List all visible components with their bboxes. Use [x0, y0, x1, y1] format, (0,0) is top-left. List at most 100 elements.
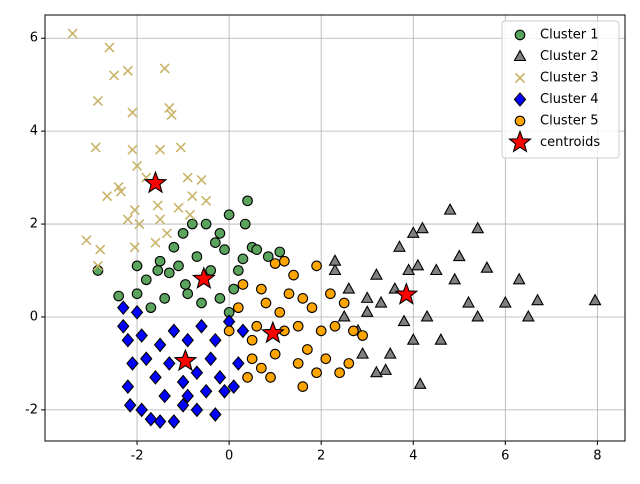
point [205, 265, 217, 276]
point [140, 351, 153, 367]
x-tick-label: 4 [409, 449, 417, 464]
point [131, 160, 143, 172]
point [155, 214, 166, 225]
point [328, 254, 342, 266]
plot-frame [44, 14, 626, 442]
point [315, 325, 327, 337]
legend-label: Cluster 5 [540, 114, 599, 129]
point [237, 279, 249, 290]
point [338, 297, 350, 309]
legend-box [501, 20, 620, 159]
point [122, 65, 133, 76]
point [214, 293, 226, 304]
point [297, 381, 309, 392]
point [297, 293, 309, 304]
point [167, 414, 181, 429]
point [274, 246, 286, 258]
point [144, 411, 158, 427]
point [161, 228, 173, 239]
point [311, 367, 322, 379]
legend-marker [514, 72, 526, 84]
point [269, 258, 281, 269]
point [135, 328, 148, 343]
point [471, 221, 485, 234]
x-tick-label: 0 [225, 449, 233, 464]
point [196, 174, 207, 185]
legend-marker [513, 49, 527, 62]
point [262, 251, 274, 262]
point [129, 205, 140, 216]
point [158, 388, 171, 404]
point [232, 302, 244, 314]
point [152, 265, 164, 276]
point [181, 332, 194, 348]
point [163, 356, 176, 371]
point [200, 218, 212, 230]
legend-label: Cluster 2 [540, 49, 599, 64]
point [448, 272, 462, 285]
point [214, 227, 226, 239]
point [416, 221, 429, 234]
y-tick-label: 4 [30, 124, 38, 139]
point [195, 318, 208, 334]
point [213, 370, 227, 385]
point [306, 302, 318, 314]
point [292, 320, 304, 332]
x-tick-label: -2 [131, 449, 144, 464]
point [190, 402, 204, 418]
point [251, 244, 263, 255]
point [168, 241, 180, 253]
point [191, 251, 203, 262]
y-tick-label: -2 [25, 402, 38, 417]
point [92, 260, 104, 271]
point [117, 318, 130, 334]
point [292, 358, 304, 369]
x-tick-label: 6 [501, 449, 509, 464]
point [462, 295, 475, 308]
point [471, 309, 485, 322]
point [108, 70, 120, 81]
point [411, 258, 425, 271]
y-tick-label: 6 [30, 31, 38, 46]
point [127, 144, 138, 155]
point [288, 269, 299, 281]
point [104, 42, 115, 53]
point [429, 263, 443, 276]
point [199, 383, 213, 399]
point [498, 295, 512, 308]
point [246, 334, 258, 346]
x-tick-label: 8 [593, 449, 601, 464]
y-tick-label: 0 [30, 309, 38, 324]
y-tick-label: 2 [30, 217, 38, 232]
point [163, 267, 175, 279]
point [102, 191, 113, 202]
point [134, 218, 145, 230]
point [187, 191, 198, 202]
point [302, 344, 313, 355]
point [204, 351, 217, 367]
point [383, 346, 397, 359]
legend-marker [508, 129, 532, 153]
point [228, 283, 240, 295]
point [190, 365, 204, 381]
point [131, 260, 143, 272]
point [67, 28, 78, 39]
point [480, 261, 494, 273]
point [159, 63, 170, 74]
point [393, 240, 406, 252]
point [173, 348, 198, 372]
point [122, 214, 133, 225]
point [186, 218, 198, 230]
point [175, 142, 186, 153]
point [394, 282, 419, 305]
point [260, 297, 272, 309]
point [246, 353, 258, 365]
point [159, 293, 171, 304]
point [191, 266, 216, 290]
point [236, 323, 250, 339]
point [131, 288, 143, 300]
point [406, 226, 420, 238]
point [117, 300, 130, 316]
point [180, 279, 191, 290]
